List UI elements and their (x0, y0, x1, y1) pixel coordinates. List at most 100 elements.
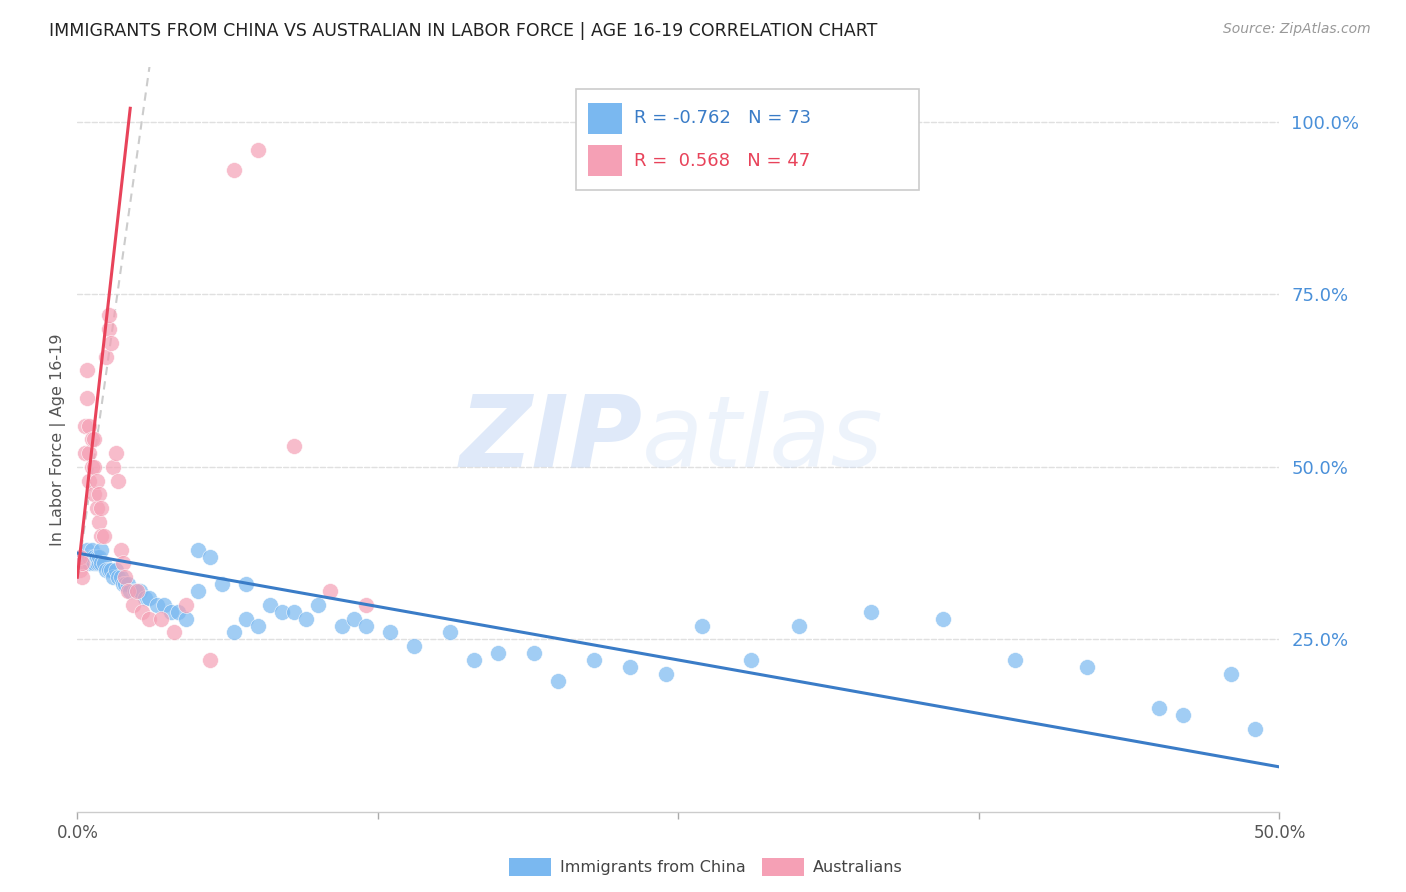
Point (87, 557, 110, 571)
Point (86, 501, 108, 516)
Point (134, 591, 156, 605)
Point (787, 618, 810, 632)
Point (343, 612, 366, 626)
Point (174, 612, 197, 626)
Point (246, 143, 269, 157)
Point (90, 529, 112, 543)
Point (110, 542, 132, 557)
Point (76, 363, 98, 377)
Point (198, 549, 221, 564)
Point (100, 563, 122, 577)
Point (211, 577, 233, 591)
Point (70, 557, 93, 571)
Point (117, 577, 139, 591)
Point (1149, 701, 1171, 715)
Point (90, 557, 112, 571)
Point (1220, 666, 1243, 681)
Point (117, 584, 139, 599)
Point (259, 598, 281, 612)
Point (87, 515, 110, 529)
Text: Immigrants from China: Immigrants from China (560, 860, 745, 874)
Point (619, 660, 641, 674)
Point (1004, 653, 1026, 667)
Point (330, 618, 353, 632)
Point (107, 474, 129, 488)
Point (402, 639, 425, 653)
Text: R = -0.762   N = 73: R = -0.762 N = 73 (634, 110, 811, 128)
Point (319, 584, 342, 599)
Point (235, 577, 257, 591)
Point (583, 653, 606, 667)
Point (378, 625, 401, 640)
Point (69, 549, 91, 564)
Point (73, 418, 96, 433)
Text: R =  0.568   N = 47: R = 0.568 N = 47 (634, 152, 810, 169)
Point (79, 418, 101, 433)
Point (131, 605, 153, 619)
Point (69, 563, 91, 577)
Point (138, 612, 160, 626)
Point (174, 598, 197, 612)
Point (150, 612, 173, 626)
Point (111, 577, 134, 591)
Point (547, 673, 569, 688)
Point (103, 459, 125, 474)
Point (307, 598, 329, 612)
Point (73, 446, 96, 460)
Point (354, 618, 377, 632)
Point (859, 605, 882, 619)
Point (93, 529, 115, 543)
Point (83, 459, 105, 474)
Point (463, 653, 485, 667)
Point (96, 563, 118, 577)
Point (97, 563, 120, 577)
Point (187, 542, 209, 557)
Point (70, 570, 93, 584)
Point (128, 584, 150, 599)
Point (222, 625, 245, 640)
Point (235, 612, 257, 626)
Point (83, 557, 105, 571)
FancyBboxPatch shape (576, 89, 920, 190)
Point (283, 439, 305, 453)
Point (153, 598, 176, 612)
Point (93, 557, 115, 571)
Point (283, 605, 305, 619)
Point (86, 557, 108, 571)
Point (110, 570, 132, 584)
Text: atlas: atlas (643, 391, 884, 488)
Point (83, 487, 105, 501)
Point (80, 433, 103, 447)
Point (114, 570, 136, 584)
Y-axis label: In Labor Force | Age 16-19: In Labor Force | Age 16-19 (51, 333, 66, 546)
Point (198, 653, 221, 667)
Point (121, 598, 143, 612)
Point (86, 549, 108, 564)
Point (111, 557, 134, 571)
Point (76, 542, 98, 557)
Point (162, 625, 184, 640)
Point (1076, 660, 1098, 674)
Point (187, 584, 209, 599)
Point (932, 612, 955, 626)
Text: Australians: Australians (813, 860, 903, 874)
Point (145, 598, 167, 612)
Point (103, 570, 125, 584)
Text: Source: ZipAtlas.com: Source: ZipAtlas.com (1223, 22, 1371, 37)
Point (80, 542, 103, 557)
Point (354, 598, 377, 612)
Point (692, 618, 714, 632)
Point (107, 570, 129, 584)
Point (167, 605, 190, 619)
Point (1173, 708, 1195, 723)
Point (70, 549, 93, 564)
Point (97, 322, 120, 336)
Point (655, 666, 678, 681)
Point (486, 646, 509, 660)
Point (87, 549, 110, 564)
Point (160, 605, 183, 619)
Point (124, 584, 146, 599)
Point (90, 542, 112, 557)
Point (104, 446, 127, 460)
Point (246, 618, 269, 632)
